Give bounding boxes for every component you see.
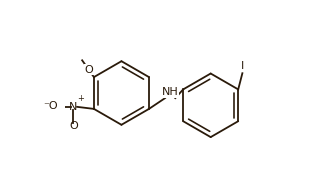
Text: +: + xyxy=(77,94,84,103)
Text: I: I xyxy=(241,61,245,70)
Text: O: O xyxy=(84,65,93,75)
Text: O: O xyxy=(69,121,78,131)
Text: N: N xyxy=(69,102,77,112)
Text: NH: NH xyxy=(162,87,179,97)
Text: ⁻O: ⁻O xyxy=(43,101,58,111)
